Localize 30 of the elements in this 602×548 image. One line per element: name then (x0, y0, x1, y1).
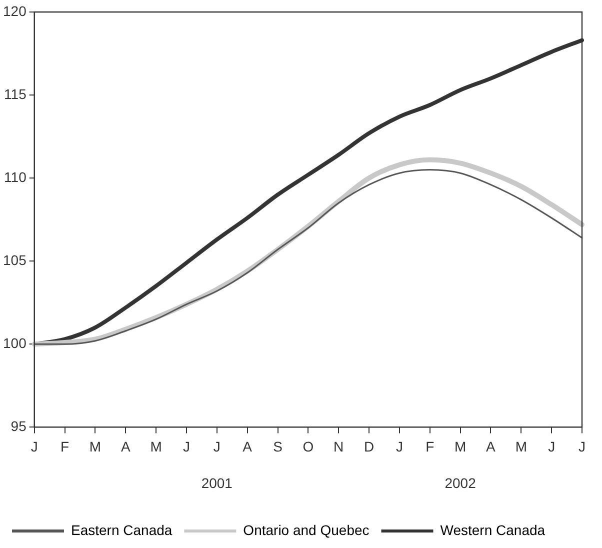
x-tick-label: J (578, 438, 586, 454)
y-tick-label: 115 (4, 86, 27, 102)
y-tick-label: 110 (4, 168, 27, 185)
legend-label: Ontario and Quebec (243, 522, 370, 538)
x-tick-label: J (30, 438, 38, 454)
y-tick-label: 120 (3, 2, 27, 19)
y-tick-label: 105 (3, 252, 27, 268)
x-tick-label: J (396, 438, 403, 454)
x-tick-label: F (426, 438, 434, 454)
x-tick-label: M (150, 438, 162, 454)
text: 2001 (201, 475, 233, 492)
x-tick-label: S (273, 438, 282, 454)
x-tick-label: M (89, 438, 102, 454)
legend-label: Western Canada (440, 522, 546, 538)
y-tick-label: 95 (10, 418, 27, 434)
x-tick-label: A (486, 438, 496, 454)
x-tick-label: F (60, 438, 70, 454)
x-tick-label: M (515, 438, 527, 454)
x-tick-label: A (120, 438, 131, 454)
x-tick-label: J (548, 438, 556, 454)
x-tick-label: J (182, 438, 190, 454)
x-tick-label: M (454, 438, 466, 454)
legend-label: Eastern Canada (71, 522, 172, 538)
text: 2002 (444, 475, 476, 492)
x-tick-label: O (302, 438, 314, 454)
y-tick-label: 100 (3, 335, 27, 352)
x-tick-label: A (242, 438, 253, 454)
x-tick-label: D (364, 438, 374, 454)
x-tick-label: N (334, 438, 344, 454)
x-tick-label: J (213, 438, 220, 454)
